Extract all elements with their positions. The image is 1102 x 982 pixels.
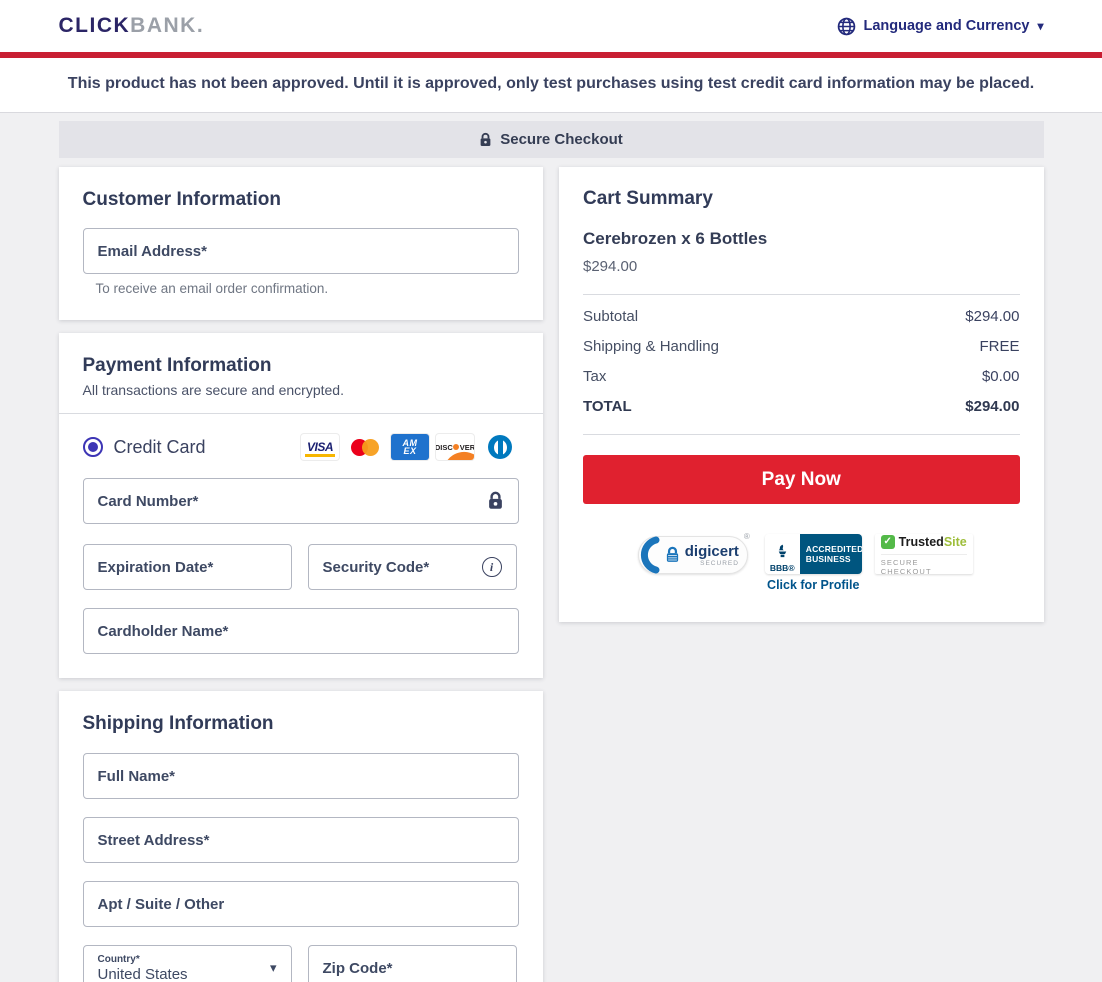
shipping-information-title: Shipping Information <box>82 713 274 734</box>
payment-divider <box>58 413 543 414</box>
trustedsite-tagline: SECURE CHECKOUT <box>880 553 967 576</box>
tax-row: Tax $0.00 <box>583 368 1020 385</box>
country-select-label: Country* <box>97 953 140 965</box>
card-number-field[interactable]: Card Number* <box>82 478 519 524</box>
digicert-arc-icon <box>630 534 670 581</box>
logo-part-click: CLICK <box>58 14 131 37</box>
email-helper-text: To receive an email order confirmation. <box>95 281 329 296</box>
secure-checkout-label: Secure Checkout <box>500 131 623 148</box>
cart-item-name: Cerebrozen x 6 Bottles <box>583 229 768 248</box>
zip-code-label: Zip Code* <box>322 959 393 977</box>
trustedsite-check-icon: ✓ <box>880 534 895 549</box>
digicert-registered-mark: ® <box>743 532 750 541</box>
country-selected-value: United States <box>97 965 188 982</box>
card-number-label: Card Number* <box>97 492 199 510</box>
radio-selected-dot <box>87 442 98 452</box>
full-name-field[interactable]: Full Name* <box>82 753 519 799</box>
shipping-handling-label: Shipping & Handling <box>583 338 719 355</box>
language-currency-selector[interactable]: Language and Currency ▾ <box>837 17 1044 36</box>
full-name-label: Full Name* <box>97 767 176 785</box>
security-code-field[interactable]: Security Code* i <box>307 544 517 590</box>
subtotal-value: $294.00 <box>965 308 1020 325</box>
globe-icon <box>837 17 856 36</box>
customer-information-card: Customer Information Email Address* To r… <box>58 167 543 320</box>
customer-information-title: Customer Information <box>82 189 281 210</box>
shipping-handling-row: Shipping & Handling FREE <box>583 338 1020 355</box>
street-address-label: Street Address* <box>97 831 210 849</box>
payment-information-card: Payment Information All transactions are… <box>58 333 543 678</box>
card-brand-logos: VISA AM EX DISC VER <box>301 434 519 460</box>
cart-item-price: $294.00 <box>583 258 638 275</box>
trust-badges: digicert SECURED ® <box>583 532 1020 592</box>
logo-part-bank: BANK. <box>130 14 205 37</box>
security-code-info-icon[interactable]: i <box>481 557 502 577</box>
apt-suite-field[interactable]: Apt / Suite / Other <box>82 881 519 927</box>
chevron-down-icon: ▾ <box>1037 19 1044 33</box>
cardholder-name-label: Cardholder Name* <box>97 622 229 640</box>
amex-logo-icon: AM EX <box>391 434 429 460</box>
cart-summary-card: Cart Summary Cerebrozen x 6 Bottles $294… <box>559 167 1044 622</box>
subtotal-row: Subtotal $294.00 <box>583 308 1020 325</box>
test-purchase-warning-banner: This product has not been approved. Unti… <box>0 58 1102 113</box>
shipping-handling-value: FREE <box>979 338 1020 355</box>
clickbank-logo: CLICKBANK. <box>59 14 205 38</box>
digicert-name: digicert <box>684 542 739 560</box>
trustedsite-badge[interactable]: ✓ TrustedSite SECURE CHECKOUT <box>874 534 973 576</box>
cardholder-name-field[interactable]: Cardholder Name* <box>82 608 519 654</box>
security-code-label: Security Code* <box>322 558 430 576</box>
brand-accent-bar <box>0 52 1102 58</box>
top-header: CLICKBANK. Language and Currency ▾ <box>0 0 1102 52</box>
bbb-click-for-profile-link[interactable]: Click for Profile <box>767 578 860 592</box>
email-field[interactable]: Email Address* <box>82 228 519 274</box>
bbb-accredited-line1: ACCREDITED <box>805 544 862 554</box>
card-lock-icon <box>487 491 504 511</box>
digicert-badge[interactable]: digicert SECURED ® <box>630 532 752 576</box>
total-row: TOTAL $294.00 <box>583 398 1020 415</box>
pay-now-button[interactable]: Pay Now <box>583 455 1020 504</box>
digicert-lock-icon <box>665 546 680 564</box>
country-select[interactable]: Country* United States ▾ <box>82 945 292 982</box>
shipping-information-card: Shipping Information Full Name* Street A… <box>58 691 543 982</box>
subtotal-label: Subtotal <box>583 308 639 325</box>
country-caret-icon: ▾ <box>269 960 277 975</box>
expiration-date-label: Expiration Date* <box>97 558 214 576</box>
checkout-form-column: Customer Information Email Address* To r… <box>58 167 543 982</box>
visa-logo-icon: VISA <box>301 434 339 460</box>
credit-card-radio[interactable] <box>82 437 103 457</box>
payment-information-title: Payment Information <box>82 355 272 376</box>
expiration-date-field[interactable]: Expiration Date* <box>82 544 292 590</box>
diners-club-logo-icon <box>481 434 519 460</box>
trustedsite-name-2: Site <box>943 534 967 549</box>
bbb-torch-icon <box>775 544 790 564</box>
mastercard-logo-icon <box>346 434 384 460</box>
language-label: Language and Currency <box>863 18 1030 34</box>
email-field-label: Email Address* <box>97 242 208 260</box>
street-address-field[interactable]: Street Address* <box>82 817 519 863</box>
bbb-accredited-line2: BUSINESS <box>805 554 851 564</box>
zip-code-field[interactable]: Zip Code* <box>307 945 517 982</box>
payment-security-note: All transactions are secure and encrypte… <box>82 382 344 398</box>
cart-summary-column: Cart Summary Cerebrozen x 6 Bottles $294… <box>559 167 1044 982</box>
lock-icon <box>479 132 492 148</box>
apt-suite-label: Apt / Suite / Other <box>97 895 225 913</box>
cart-divider-top <box>583 294 1020 295</box>
secure-checkout-bar: Secure Checkout <box>58 121 1044 158</box>
credit-card-method-label: Credit Card <box>113 436 206 457</box>
tax-label: Tax <box>583 368 607 385</box>
cart-totals: Subtotal $294.00 Shipping & Handling FRE… <box>583 308 1020 415</box>
total-value: $294.00 <box>965 398 1020 415</box>
cart-divider-bottom <box>583 434 1020 435</box>
cart-summary-title: Cart Summary <box>583 188 713 209</box>
digicert-secured-label: SECURED <box>700 559 739 567</box>
total-label: TOTAL <box>583 398 632 415</box>
discover-logo-icon: DISC VER <box>436 434 474 460</box>
trustedsite-name-1: Trusted <box>898 534 944 549</box>
bbb-abbr: BBB® <box>769 563 795 573</box>
bbb-badge[interactable]: BBB® ACCREDITED BUSINESS Click for Profi… <box>764 534 862 592</box>
tax-value: $0.00 <box>981 368 1020 385</box>
